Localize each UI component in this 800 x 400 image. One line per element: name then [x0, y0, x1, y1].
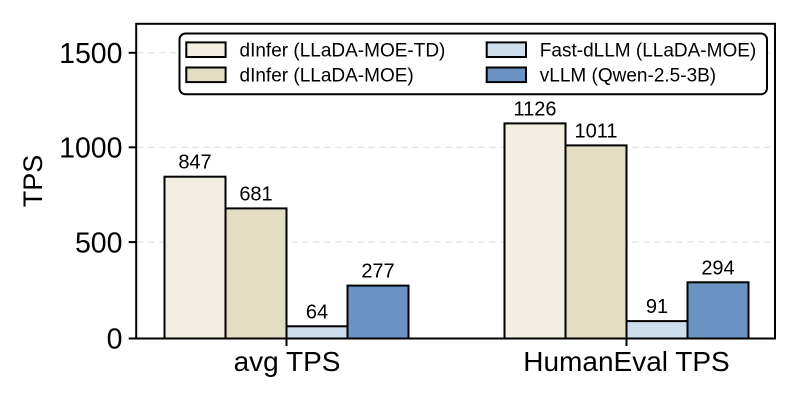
svg-text:500: 500 [75, 227, 123, 259]
svg-text:277: 277 [361, 261, 394, 283]
svg-text:0: 0 [107, 324, 123, 356]
svg-text:dInfer (LLaDA-MOE-TD): dInfer (LLaDA-MOE-TD) [240, 40, 446, 61]
svg-text:91: 91 [646, 296, 668, 318]
svg-text:dInfer (LLaDA-MOE): dInfer (LLaDA-MOE) [240, 66, 414, 87]
svg-text:1000: 1000 [59, 132, 122, 164]
svg-text:1500: 1500 [59, 38, 122, 70]
svg-text:847: 847 [178, 152, 211, 174]
svg-text:1126: 1126 [513, 98, 556, 120]
svg-text:Fast-dLLM (LLaDA-MOE): Fast-dLLM (LLaDA-MOE) [540, 40, 756, 61]
svg-text:avg TPS: avg TPS [234, 346, 341, 377]
svg-text:vLLM (Qwen-2.5-3B): vLLM (Qwen-2.5-3B) [540, 66, 716, 87]
svg-text:294: 294 [701, 257, 734, 279]
svg-text:1011: 1011 [574, 120, 617, 142]
svg-text:681: 681 [239, 183, 272, 205]
svg-text:64: 64 [306, 301, 328, 323]
svg-text:TPS: TPS [18, 155, 48, 208]
svg-text:HumanEval TPS: HumanEval TPS [523, 346, 729, 377]
